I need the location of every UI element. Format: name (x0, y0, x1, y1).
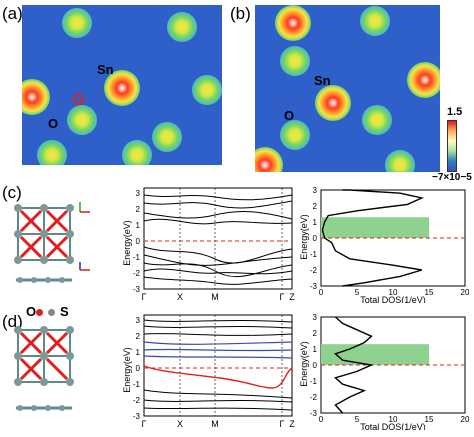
band-ylabel-d: Energy(eV) (122, 347, 132, 393)
dos-xticks-d: 0 5 10 15 20 (319, 415, 470, 424)
dos-plot-c: Energy(eV) -3 -2 -1 0 1 2 3 0 5 10 15 20… (299, 186, 470, 303)
xtick: 10 (389, 288, 398, 297)
dos-ylabel-d: Energy(eV) (299, 341, 309, 387)
panel-label-a: (a) (2, 4, 23, 23)
sn-label-a: Sn (97, 62, 114, 77)
ytick: -1 (133, 253, 141, 262)
crystal-structure-d (14, 326, 74, 411)
ytick: -3 (310, 282, 318, 291)
ytick: -3 (133, 285, 141, 294)
colorbar-min-label: −7×10−5 (432, 172, 472, 183)
ytick: -1 (310, 377, 318, 386)
dos-xlabel-c: Total DOS(1/eV) (360, 295, 426, 303)
crystal-structure-c (14, 202, 90, 283)
ytick: -2 (310, 393, 318, 402)
xtick: 10 (389, 415, 398, 424)
o-legend-dot (36, 309, 43, 316)
gap-region (321, 217, 429, 238)
ytick: 3 (136, 189, 141, 198)
ytick: 0 (313, 361, 318, 370)
xtick: 0 (319, 415, 324, 424)
colorbar (447, 120, 457, 172)
panel-label-c: (c) (2, 183, 22, 202)
band-xticks-c: Γ X M Γ Z (142, 292, 295, 302)
xtick: X (177, 292, 183, 302)
band-ylabel-c: Energy(eV) (122, 220, 132, 266)
dos-yticks-d: -3 -2 -1 0 1 2 3 (310, 313, 318, 418)
xtick: X (177, 419, 183, 429)
dos-xticks-c: 0 5 10 15 20 (319, 288, 470, 297)
xtick: 20 (461, 288, 470, 297)
xtick: Γ (142, 419, 147, 429)
xtick: Z (289, 292, 295, 302)
ytick: 0 (136, 364, 141, 373)
s-legend-label: S (60, 304, 69, 319)
o-label-a: O (48, 116, 59, 131)
ytick: 3 (313, 186, 318, 195)
xtick: Γ (280, 292, 285, 302)
dos-ylabel-c: Energy(eV) (299, 214, 309, 260)
ytick: -1 (310, 250, 318, 259)
xtick: 15 (425, 288, 434, 297)
ytick: 0 (313, 234, 318, 243)
panel-label-b: (b) (230, 4, 251, 23)
s-legend-dot (48, 309, 55, 316)
dos-curve (333, 316, 374, 414)
ytick: 1 (136, 221, 141, 230)
band-structure-c: Energy(eV) -3 -2 -1 0 1 2 3 Γ X M Γ Z (122, 187, 295, 302)
xtick: Z (289, 419, 295, 429)
charge-density-map-b (255, 5, 440, 172)
dos-xlabel-d: Total DOS(1/eV) (360, 422, 426, 430)
xtick: 0 (319, 288, 324, 297)
xtick: Γ (280, 419, 285, 429)
xtick: 15 (425, 415, 434, 424)
ytick: 3 (136, 316, 141, 325)
ytick: 0 (136, 237, 141, 246)
ytick: 1 (136, 348, 141, 357)
xtick: M (211, 419, 219, 429)
ytick: 1 (313, 345, 318, 354)
band-xticks-d: Γ X M Γ Z (142, 419, 295, 429)
sn-label-b: Sn (314, 73, 331, 88)
dos-yticks-c: -3 -2 -1 0 1 2 3 (310, 186, 318, 291)
o-atom-marker (73, 94, 84, 105)
xtick: M (211, 292, 219, 302)
ytick: 2 (313, 202, 318, 211)
dos-plot-d: Energy(eV) -3 -2 -1 0 1 2 3 0 5 10 15 20… (299, 313, 470, 430)
ytick: 2 (136, 205, 141, 214)
ytick: -2 (310, 266, 318, 275)
xtick: 20 (461, 415, 470, 424)
xtick: Γ (142, 292, 147, 302)
band-yticks-d: -3 -2 -1 0 1 2 3 (133, 316, 141, 421)
ytick: 3 (313, 313, 318, 322)
ytick: -1 (133, 380, 141, 389)
o-legend-label: O (26, 304, 37, 319)
ytick: -3 (310, 409, 318, 418)
ytick: 2 (136, 332, 141, 341)
band-yticks-c: -3 -2 -1 0 1 2 3 (133, 189, 141, 294)
ytick: 1 (313, 218, 318, 227)
xtick: 5 (355, 415, 360, 424)
xtick: 5 (355, 288, 360, 297)
ytick: -3 (133, 412, 141, 421)
band-structure-d: Energy(eV) -3 -2 -1 0 1 2 3 Γ X M Γ Z (122, 314, 295, 429)
ytick: -2 (133, 269, 141, 278)
o-label-b: O (284, 108, 295, 123)
dos-curve (321, 189, 425, 287)
charge-density-map-a (22, 5, 222, 165)
ytick: 2 (313, 329, 318, 338)
ytick: -2 (133, 396, 141, 405)
colorbar-max-label: 1.5 (447, 106, 463, 118)
